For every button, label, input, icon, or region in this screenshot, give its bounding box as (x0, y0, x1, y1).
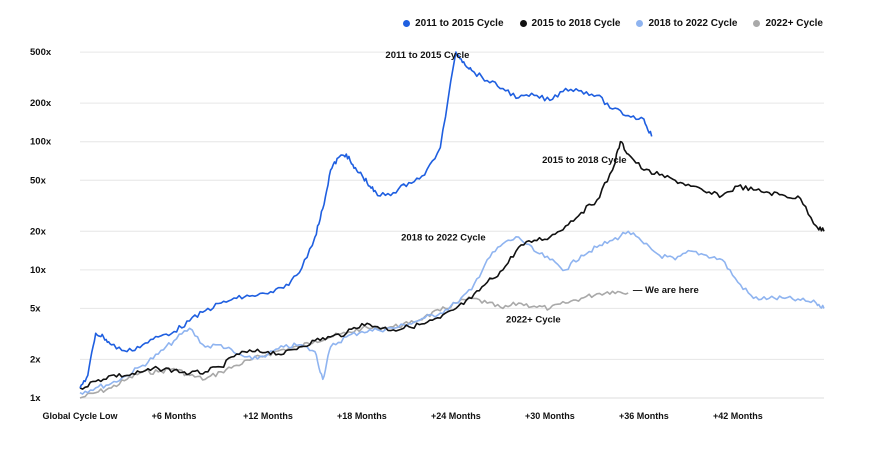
x-tick-label: +42 Months (713, 411, 763, 421)
x-tick-label: +6 Months (152, 411, 197, 421)
legend-item-2011-2015: 2011 to 2015 Cycle (403, 18, 504, 29)
y-tick-label: 5x (30, 303, 41, 314)
x-tick-label: +36 Months (619, 411, 669, 421)
series-line (79, 140, 825, 390)
y-tick-label: 2x (30, 354, 41, 365)
y-tick-label: 500x (30, 47, 52, 58)
y-tick-label: 10x (30, 265, 47, 276)
legend-item-2022-plus: 2022+ Cycle (753, 18, 823, 29)
x-tick-label: Global Cycle Low (42, 411, 118, 421)
chart-annotation: 2022+ Cycle (506, 314, 561, 325)
legend-label: 2015 to 2018 Cycle (531, 18, 621, 29)
legend-item-2018-2022: 2018 to 2022 Cycle (636, 18, 737, 29)
y-tick-label: 100x (30, 137, 52, 148)
legend-dot-2022-plus (753, 20, 761, 27)
legend-dot-2011-2015 (403, 20, 411, 27)
chart-annotation: 2011 to 2015 Cycle (385, 50, 469, 61)
y-tick-label: 1x (30, 393, 41, 404)
x-tick-label: +30 Months (525, 411, 575, 421)
legend-item-2015-2018: 2015 to 2018 Cycle (519, 18, 621, 29)
x-tick-label: +18 Months (337, 411, 387, 421)
chart-annotation: 2015 to 2018 Cycle (542, 155, 627, 166)
legend-label: 2018 to 2022 Cycle (648, 18, 738, 29)
legend: 2011 to 2015 Cycle 2015 to 2018 Cycle 20… (403, 18, 823, 29)
y-tick-label: 50x (30, 175, 47, 186)
x-tick-label: +12 Months (243, 411, 293, 421)
chart-annotation: — We are here (633, 285, 699, 296)
y-tick-label: 20x (30, 226, 47, 237)
y-tick-label: 200x (30, 98, 52, 109)
chart-annotation: 2018 to 2022 Cycle (401, 232, 486, 243)
legend-dot-2015-2018 (519, 20, 527, 27)
legend-dot-2018-2022 (636, 20, 644, 27)
series-line (79, 290, 629, 399)
legend-label: 2022+ Cycle (765, 18, 823, 29)
series-line (79, 51, 653, 389)
series-line (79, 230, 825, 395)
x-tick-label: +24 Months (431, 411, 481, 421)
legend-label: 2011 to 2015 Cycle (415, 18, 504, 29)
